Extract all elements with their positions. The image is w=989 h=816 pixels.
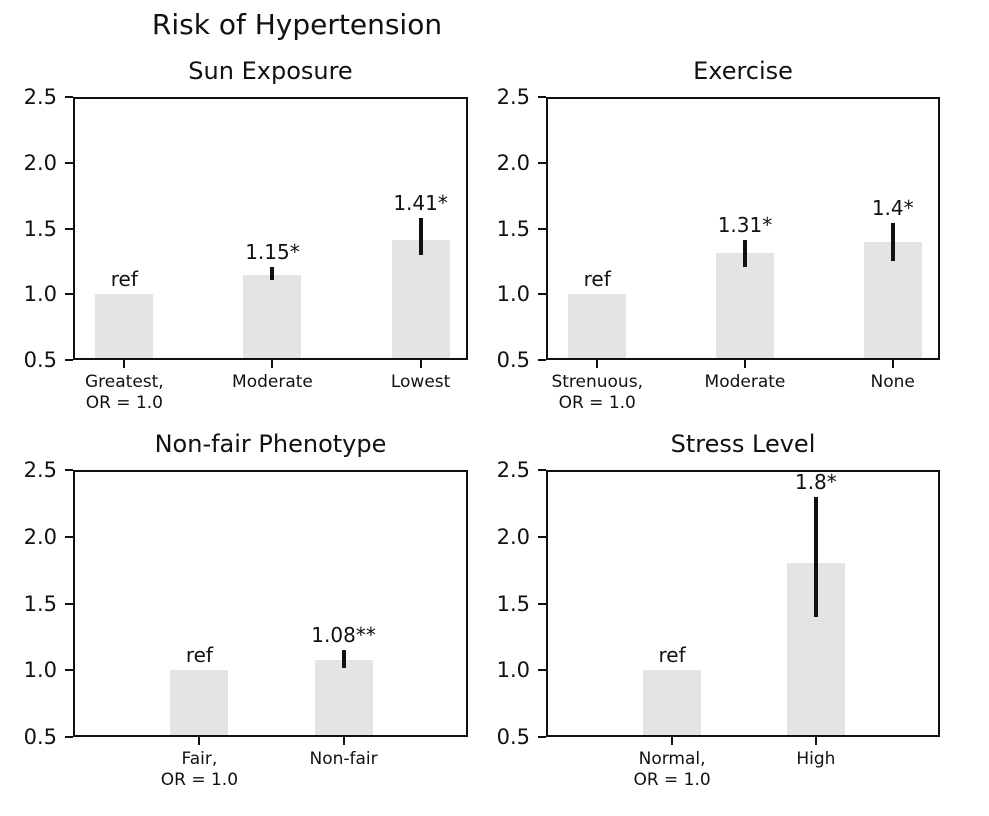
- y-tick-label: 1.5: [23, 591, 57, 616]
- x-tick-mark: [814, 737, 817, 745]
- subplot-title: Sun Exposure: [188, 57, 353, 85]
- y-tick-mark: [65, 736, 73, 738]
- bar-value-label: ref: [583, 267, 611, 292]
- x-tick-mark: [271, 360, 274, 368]
- x-tick-label: Lowest: [390, 372, 451, 392]
- bar-value-label: ref: [110, 267, 138, 292]
- x-tick-mark: [671, 737, 674, 745]
- bar-value-label: 1.08**: [311, 623, 376, 648]
- error-bar: [418, 217, 423, 255]
- x-tick-mark: [743, 360, 746, 368]
- y-tick-label: 0.5: [496, 348, 530, 372]
- y-tick-label: 1.0: [23, 282, 57, 307]
- y-tick-mark: [538, 535, 546, 538]
- x-tick-mark: [891, 360, 894, 368]
- y-tick-mark: [65, 227, 73, 230]
- x-tick-label: Greatest, OR = 1.0: [84, 372, 164, 413]
- error-bar: [341, 650, 346, 668]
- y-tick-label: 2.5: [496, 458, 530, 482]
- error-bar: [813, 496, 818, 617]
- bar-value-label: 1.15*: [245, 239, 300, 264]
- bar: [243, 274, 302, 358]
- error-bar: [890, 223, 895, 262]
- y-tick-mark: [538, 602, 546, 605]
- error-bar: [270, 266, 275, 280]
- bar-value-label: ref: [185, 643, 213, 668]
- x-tick-label: None: [870, 372, 915, 392]
- y-tick-label: 1.5: [496, 591, 530, 616]
- y-tick-mark: [65, 669, 73, 672]
- bar: [314, 659, 373, 735]
- y-tick-label: 1.0: [23, 658, 57, 683]
- y-tick-mark: [538, 736, 546, 738]
- subplot-title: Stress Level: [670, 430, 816, 458]
- y-tick-label: 0.5: [496, 725, 530, 749]
- y-tick-mark: [65, 161, 73, 164]
- bar: [391, 240, 450, 358]
- x-tick-mark: [123, 360, 126, 368]
- y-tick-mark: [65, 359, 73, 361]
- y-tick-label: 2.0: [496, 524, 530, 549]
- y-tick-label: 1.0: [496, 282, 530, 307]
- x-tick-label: High: [796, 749, 836, 769]
- x-tick-label: Strenuous, OR = 1.0: [551, 372, 643, 413]
- axes-box: [73, 470, 468, 737]
- x-tick-mark: [342, 737, 345, 745]
- bar-value-label: 1.4*: [871, 196, 914, 221]
- y-tick-label: 0.5: [23, 348, 57, 372]
- bar: [95, 294, 154, 358]
- y-tick-mark: [538, 227, 546, 230]
- axes-box: [546, 470, 940, 737]
- y-tick-mark: [65, 293, 73, 296]
- error-bar: [742, 240, 747, 267]
- y-tick-mark: [538, 161, 546, 164]
- y-tick-mark: [538, 359, 546, 361]
- x-tick-mark: [596, 360, 599, 368]
- bar: [170, 670, 229, 735]
- x-tick-label: Fair, OR = 1.0: [160, 749, 239, 790]
- y-tick-mark: [65, 469, 73, 471]
- bar: [643, 670, 702, 735]
- x-tick-label: Moderate: [704, 372, 786, 392]
- x-tick-mark: [419, 360, 422, 368]
- y-tick-mark: [538, 293, 546, 296]
- y-tick-mark: [65, 535, 73, 538]
- y-tick-label: 2.5: [23, 85, 57, 109]
- y-tick-label: 1.5: [496, 216, 530, 241]
- y-tick-mark: [538, 469, 546, 471]
- y-tick-label: 2.0: [23, 150, 57, 175]
- bar: [568, 294, 627, 358]
- subplot-title: Exercise: [693, 57, 793, 85]
- bar-value-label: 1.41*: [393, 190, 448, 215]
- y-tick-label: 2.0: [23, 524, 57, 549]
- y-tick-label: 1.5: [23, 216, 57, 241]
- x-tick-label: Normal, OR = 1.0: [633, 749, 711, 790]
- figure-title: Risk of Hypertension: [151, 8, 443, 41]
- bar-value-label: 1.31*: [717, 213, 773, 238]
- y-tick-mark: [538, 96, 546, 98]
- y-tick-label: 2.0: [496, 150, 530, 175]
- bar-value-label: ref: [658, 643, 686, 668]
- x-tick-label: Non-fair: [309, 749, 378, 769]
- y-tick-label: 0.5: [23, 725, 57, 749]
- bar: [715, 253, 774, 358]
- y-tick-label: 2.5: [23, 458, 57, 482]
- y-tick-mark: [538, 669, 546, 672]
- subplot-title: Non-fair Phenotype: [154, 430, 387, 458]
- y-tick-label: 1.0: [496, 658, 530, 683]
- x-tick-mark: [198, 737, 201, 745]
- bar-value-label: 1.8*: [794, 469, 837, 494]
- x-tick-label: Moderate: [232, 372, 313, 392]
- y-tick-mark: [65, 96, 73, 98]
- y-tick-label: 2.5: [496, 85, 530, 109]
- y-tick-mark: [65, 602, 73, 605]
